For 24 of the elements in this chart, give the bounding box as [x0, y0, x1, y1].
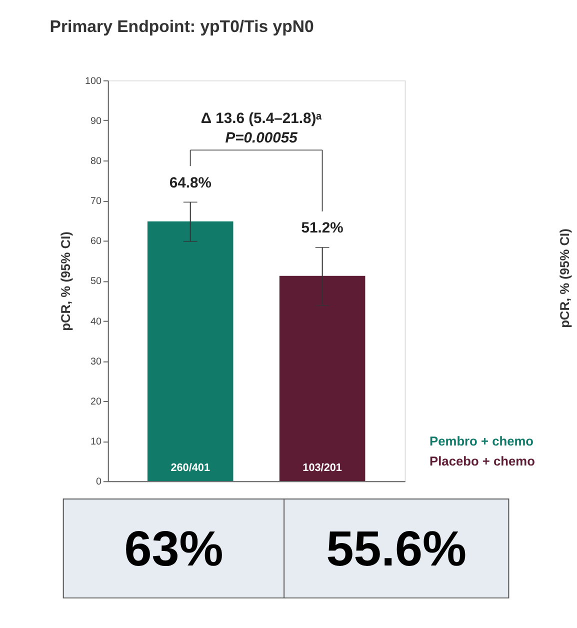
data-label: 64.8%: [169, 175, 212, 192]
text: pCR, % (95% CI): [557, 228, 572, 328]
chart-title: Primary Endpoint: ypT0/Tis ypN0: [50, 16, 314, 36]
text: Pembro + chemo: [430, 434, 534, 449]
y-tick-label: 10: [90, 436, 102, 448]
y-tick-label: 80: [90, 156, 102, 167]
y-tick-label: 100: [84, 76, 102, 87]
y-tick-label: 40: [90, 316, 102, 328]
y-tick-label: 90: [90, 116, 102, 127]
annotation: Δ 13.6 (5.4–21.8)ᵃ: [200, 110, 322, 127]
data-label: 51.2%: [301, 220, 344, 237]
y-tick-label: 60: [90, 236, 102, 248]
y-tick-label: 30: [90, 356, 102, 368]
y-tick-label: 50: [90, 276, 102, 288]
annotation: P=0.00055: [225, 130, 298, 147]
y-tick-label: 0: [96, 476, 102, 488]
text: Placebo + chemo: [430, 453, 536, 468]
x-tick-label: 260/401: [170, 462, 210, 474]
x-tick-label: 103/201: [302, 462, 342, 474]
text: 63%: [124, 521, 224, 576]
y-axis-title: pCR, % (95% CI): [58, 232, 74, 331]
y-tick-label: 20: [90, 396, 102, 408]
y-tick-label: 70: [90, 196, 102, 208]
text: 55.6%: [326, 521, 467, 576]
